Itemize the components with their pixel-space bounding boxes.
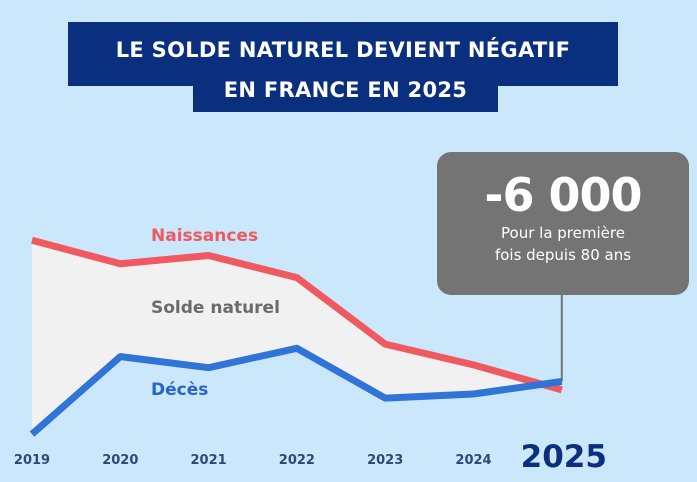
x-tick-label: 2025 <box>521 439 607 475</box>
deaths-label: Décès <box>151 380 209 400</box>
deaths-line <box>29 344 563 437</box>
x-tick-label: 2022 <box>279 453 315 468</box>
x-tick-label: 2019 <box>14 453 50 468</box>
callout-line-1: Pour la première <box>501 224 625 242</box>
callout-value: -6 000 <box>484 168 642 222</box>
title-line-2: EN FRANCE EN 2025 <box>193 72 498 112</box>
x-tick-label: 2023 <box>367 453 403 468</box>
callout-line-2: fois depuis 80 ans <box>494 246 632 264</box>
x-tick-label: 2021 <box>191 453 227 468</box>
births-label: Naissances <box>151 226 259 246</box>
x-tick-label: 2020 <box>102 453 138 468</box>
x-tick-label: 2024 <box>455 453 491 468</box>
area-label: Solde naturel <box>151 298 280 318</box>
solde-area <box>32 240 562 435</box>
callout-box: -6 000 Pour la première fois depuis 80 a… <box>437 152 689 295</box>
